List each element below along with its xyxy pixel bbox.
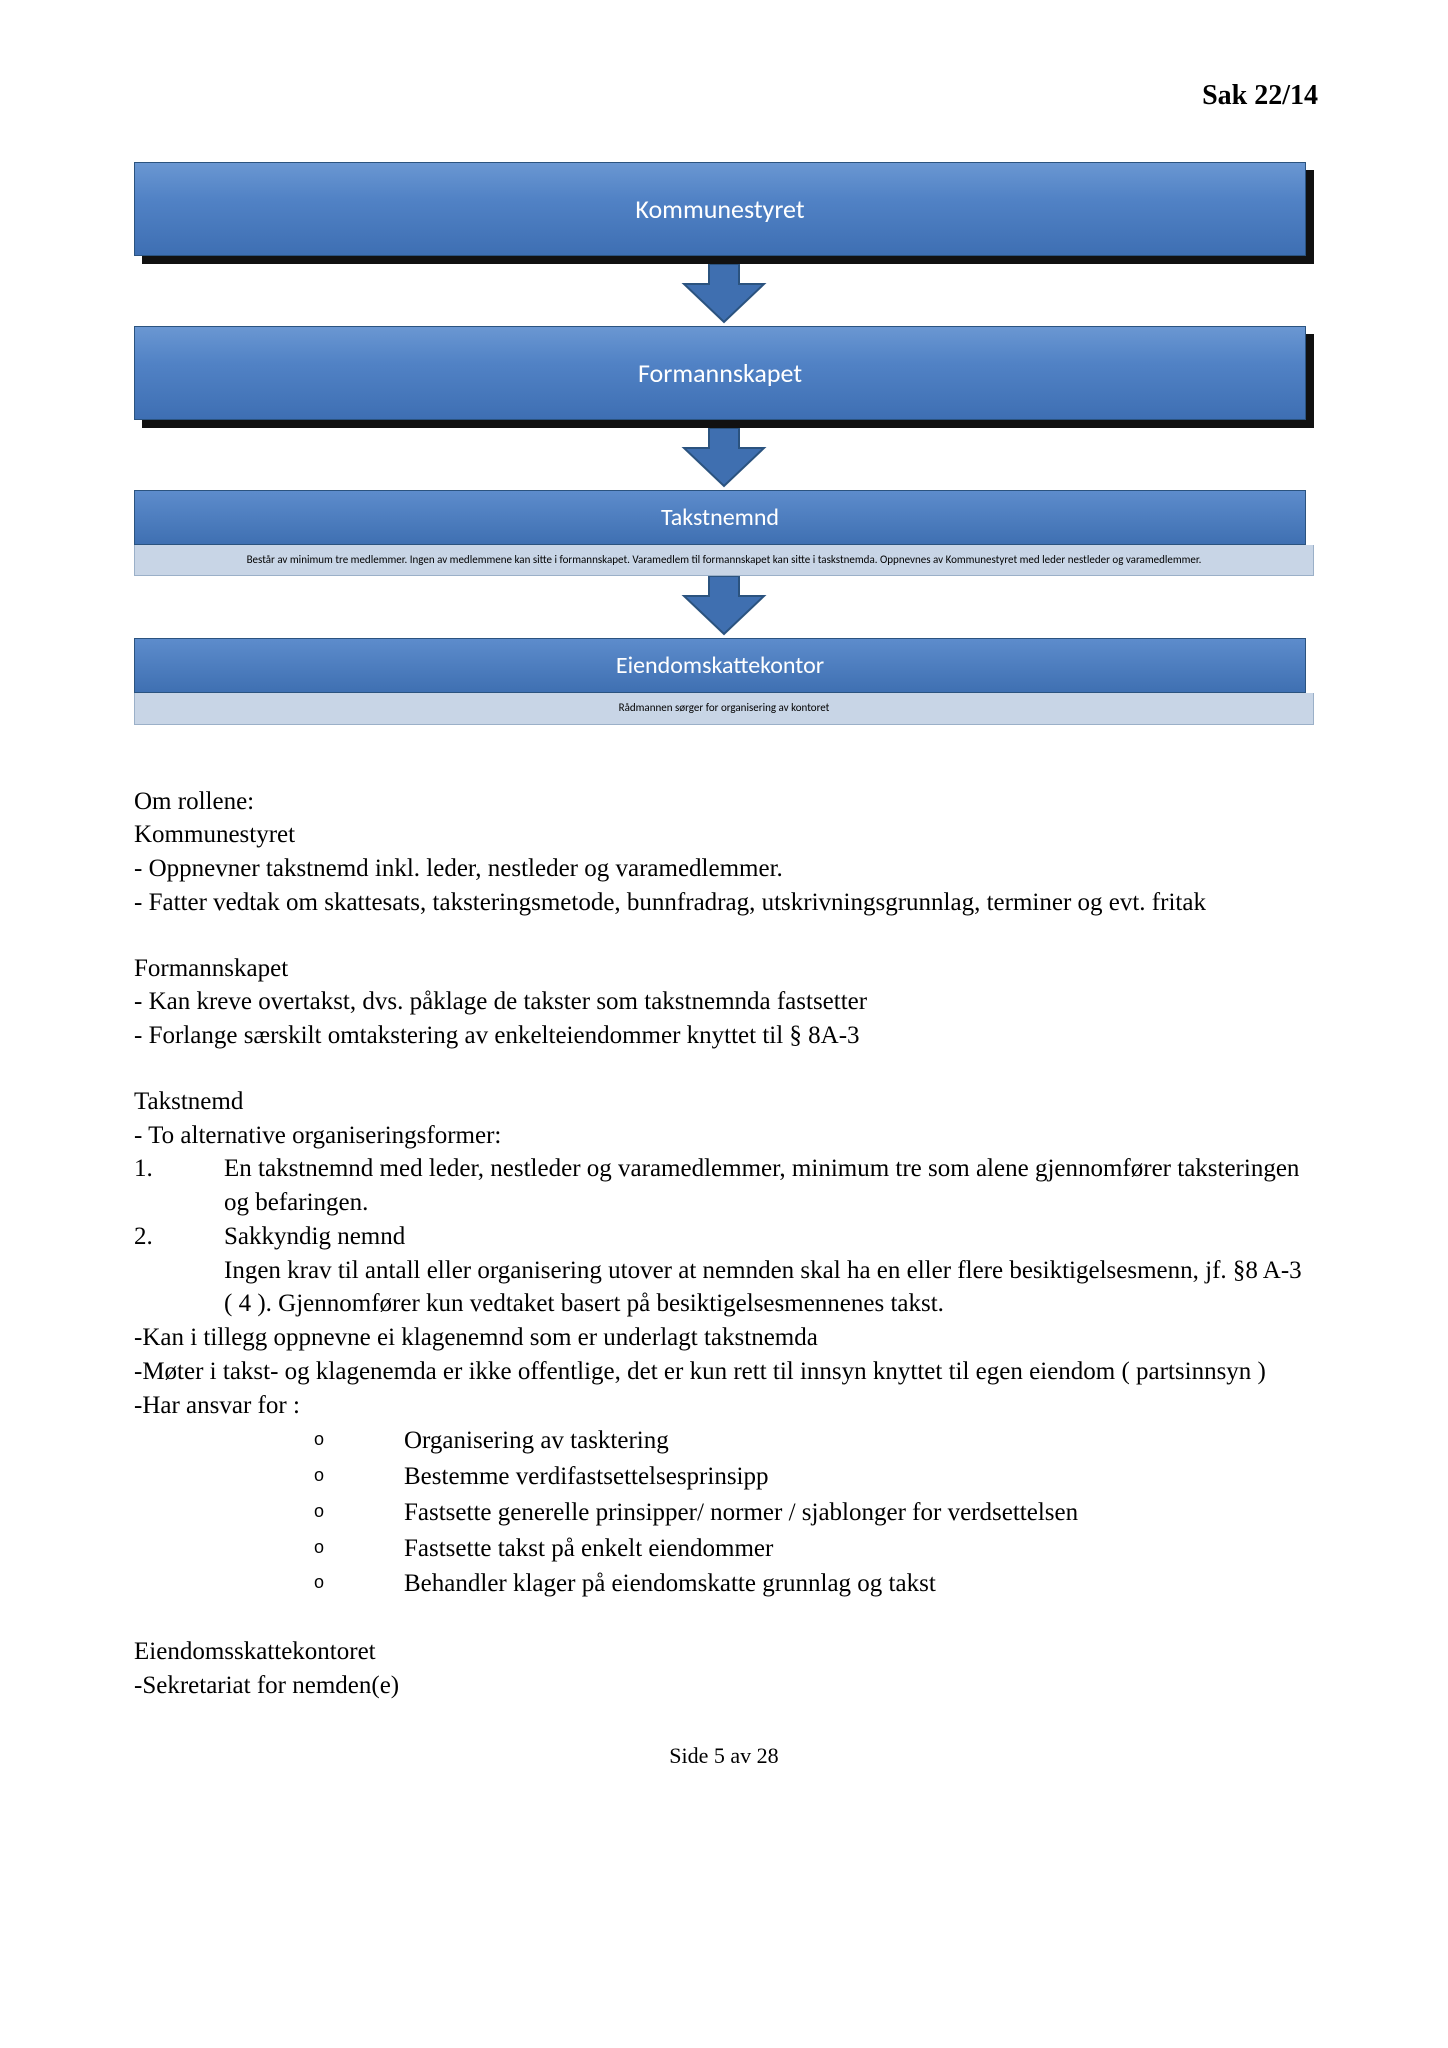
diagram-box-takstnemnd: Takstnemnd Består av minimum tre medlemm… (134, 490, 1314, 576)
section-title: Kommunestyret (134, 818, 1314, 852)
list-item: o Fastsette takst på enkelt eiendommer (314, 1532, 1314, 1566)
item-number: 2. (134, 1220, 224, 1321)
body-text: - Kan kreve overtakst, dvs. påklage de t… (134, 985, 1314, 1019)
diagram-arrow-icon (134, 264, 1314, 326)
item-subtitle: Sakkyndig nemnd (224, 1220, 1314, 1254)
org-diagram: Kommunestyret Formannskapet Takstnemnd B… (134, 162, 1314, 725)
list-item: o Fastsette generelle prinsipper/ normer… (314, 1496, 1314, 1530)
page-number: Side 5 av 28 (0, 1743, 1448, 1769)
body-text: -Kan i tillegg oppnevne ei klagenemnd so… (134, 1321, 1314, 1355)
list-item: o Behandler klager på eiendomskatte grun… (314, 1567, 1314, 1601)
numbered-item: 2. Sakkyndig nemnd Ingen krav til antall… (134, 1220, 1314, 1321)
list-item-text: Bestemme verdifastsettelsesprinsipp (404, 1460, 769, 1494)
body-text: - To alternative organiseringsformer: (134, 1119, 1314, 1153)
diagram-box-label: Formannskapet (134, 326, 1306, 420)
body-text: -Møter i takst- og klagenemda er ikke of… (134, 1355, 1314, 1389)
list-item: o Bestemme verdifastsettelsesprinsipp (314, 1460, 1314, 1494)
diagram-box-subtext: Rådmannen sørger for organisering av kon… (134, 693, 1314, 724)
bullet-icon: o (314, 1424, 404, 1458)
case-reference: Sak 22/14 (0, 80, 1448, 112)
content-body: Om rollene: Kommunestyret - Oppnevner ta… (134, 785, 1314, 1703)
body-text: - Oppnevner takstnemd inkl. leder, nestl… (134, 852, 1314, 886)
diagram-box-eiendomskattekontor: Eiendomskattekontor Rådmannen sørger for… (134, 638, 1314, 724)
diagram-arrow-icon (134, 428, 1314, 490)
diagram-box-formannskapet: Formannskapet (134, 326, 1314, 428)
diagram-box-kommunestyret: Kommunestyret (134, 162, 1314, 264)
list-item-text: Organisering av tasktering (404, 1424, 669, 1458)
diagram-box-subtext: Består av minimum tre medlemmer. Ingen a… (134, 545, 1314, 576)
list-item: o Organisering av tasktering (314, 1424, 1314, 1458)
bullet-icon: o (314, 1496, 404, 1530)
section-title: Eiendomsskattekontoret (134, 1635, 1314, 1669)
body-text: -Har ansvar for : (134, 1389, 1314, 1423)
body-text: - Forlange særskilt omtakstering av enke… (134, 1019, 1314, 1053)
body-text: -Sekretariat for nemden(e) (134, 1669, 1314, 1703)
diagram-box-label: Eiendomskattekontor (134, 638, 1306, 693)
item-text: Ingen krav til antall eller organisering… (224, 1254, 1314, 1322)
diagram-box-label: Kommunestyret (134, 162, 1306, 256)
body-text: - Fatter vedtak om skattesats, taksterin… (134, 886, 1314, 920)
item-number: 1. (134, 1152, 224, 1220)
list-item-text: Fastsette takst på enkelt eiendommer (404, 1532, 773, 1566)
item-text: En takstnemnd med leder, nestleder og va… (224, 1152, 1314, 1220)
bullet-icon: o (314, 1532, 404, 1566)
section-title: Takstnemd (134, 1085, 1314, 1119)
roles-heading: Om rollene: (134, 785, 1314, 819)
section-title: Formannskapet (134, 952, 1314, 986)
list-item-text: Behandler klager på eiendomskatte grunnl… (404, 1567, 936, 1601)
bullet-icon: o (314, 1567, 404, 1601)
numbered-item: 1. En takstnemnd med leder, nestleder og… (134, 1152, 1314, 1220)
bullet-list: o Organisering av tasktering o Bestemme … (134, 1424, 1314, 1601)
bullet-icon: o (314, 1460, 404, 1494)
diagram-box-label: Takstnemnd (134, 490, 1306, 545)
list-item-text: Fastsette generelle prinsipper/ normer /… (404, 1496, 1078, 1530)
diagram-arrow-icon (134, 576, 1314, 638)
